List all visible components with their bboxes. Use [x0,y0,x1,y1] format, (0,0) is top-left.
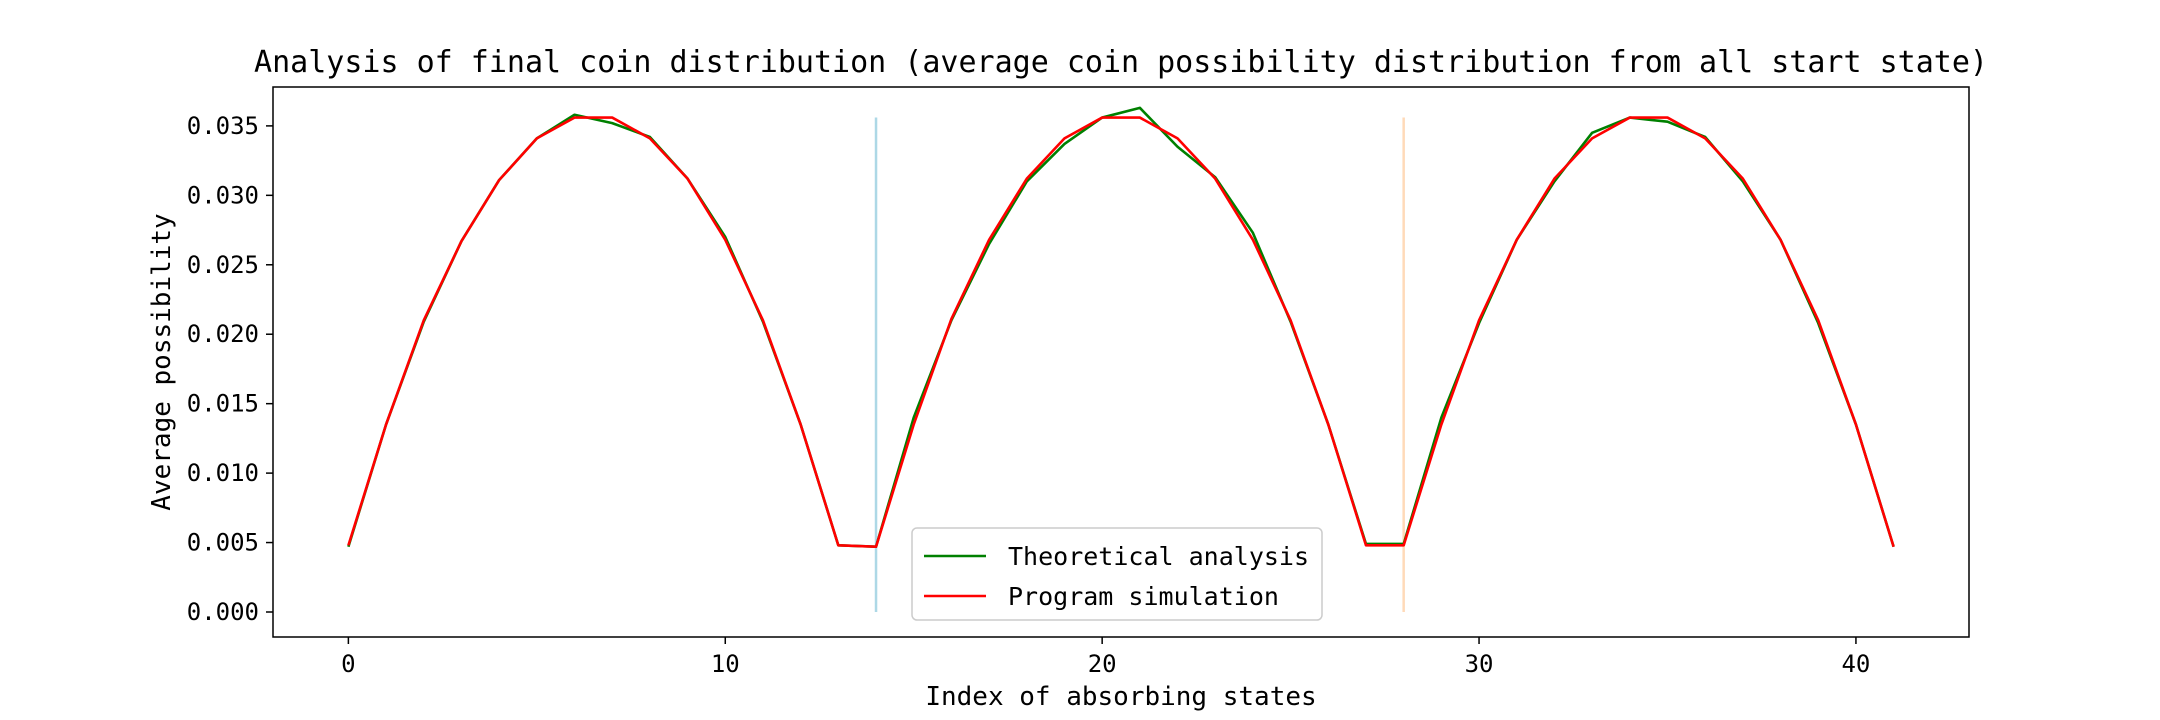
legend-label-1: Theoretical analysis [1008,542,1309,571]
x-tick-label: 40 [1841,650,1870,678]
chart-title: Analysis of final coin distribution (ave… [254,45,1988,80]
x-tick-label: 30 [1465,650,1494,678]
legend-label-2: Program simulation [1008,582,1279,611]
vertical-lines [874,117,1405,612]
plot-area-frame [272,86,1970,638]
y-tick-label: 0.005 [187,529,259,557]
series-line-2 [347,116,1895,549]
y-tick-label: 0.030 [187,181,259,209]
y-axis-ticks: 0.000 0.005 0.010 0.015 0.020 0.025 0.030 0.035 [187,112,273,626]
y-axis-title: Average possibility [147,213,177,510]
x-tick-label: 10 [711,650,740,678]
y-tick-label: 0.020 [187,320,259,348]
series-line-1 [347,106,1895,549]
y-tick-label: 0.025 [187,251,259,279]
x-tick-label: 0 [341,650,355,678]
y-tick-label: 0.015 [187,390,259,418]
x-axis-ticks: 0 10 20 30 40 [341,637,1870,678]
legend: Theoretical analysis Program simulation [911,527,1323,621]
y-tick-label: 0.035 [187,112,259,140]
legend-box [911,527,1323,621]
x-tick-label: 20 [1088,650,1117,678]
y-tick-label: 0.010 [187,459,259,487]
x-axis-title: Index of absorbing states [925,682,1316,712]
series-lines [347,106,1895,549]
y-tick-label: 0.000 [187,598,259,626]
